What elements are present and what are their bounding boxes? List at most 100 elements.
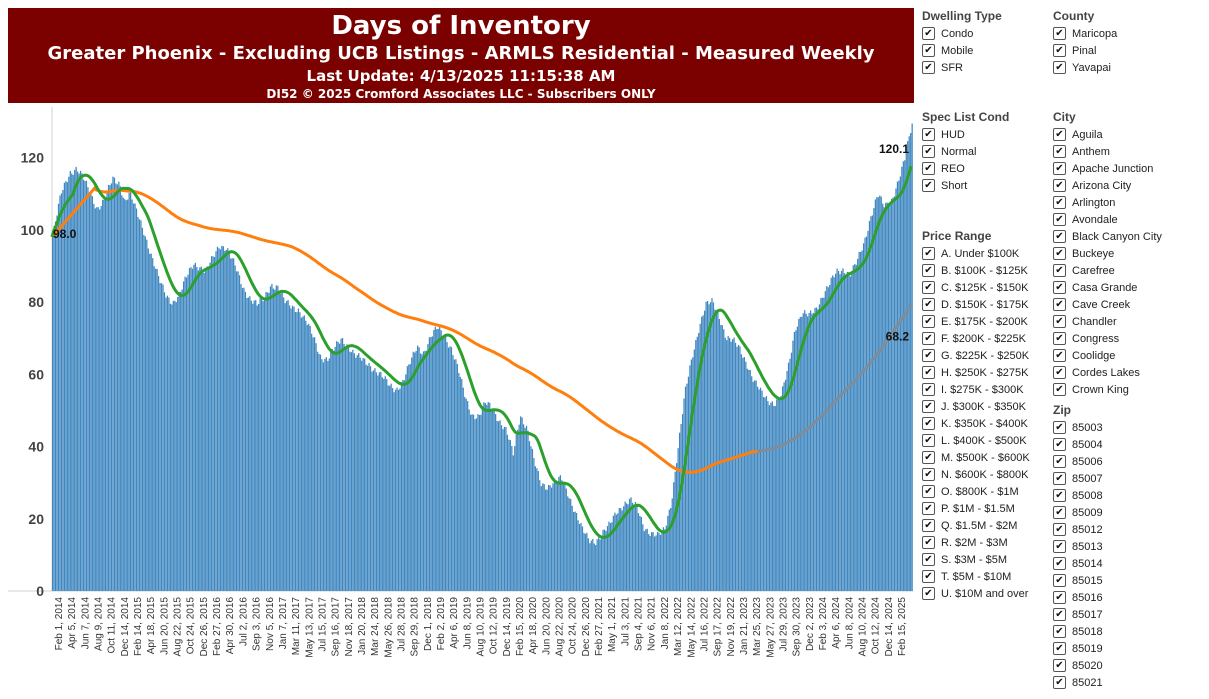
checkbox-checked-icon[interactable]: ✔ [1053, 676, 1066, 689]
filter-option[interactable]: ✔ R. $2M - $3M [922, 534, 1050, 551]
checkbox-checked-icon[interactable]: ✔ [922, 570, 935, 583]
checkbox-checked-icon[interactable]: ✔ [1053, 574, 1066, 587]
filter-option[interactable]: ✔ K. $350K - $400K [922, 415, 1050, 432]
checkbox-checked-icon[interactable]: ✔ [1053, 383, 1066, 396]
checkbox-checked-icon[interactable]: ✔ [1053, 557, 1066, 570]
checkbox-checked-icon[interactable]: ✔ [1053, 196, 1066, 209]
filter-option[interactable]: ✔ Arizona City [1053, 177, 1208, 194]
checkbox-checked-icon[interactable]: ✔ [1053, 421, 1066, 434]
checkbox-checked-icon[interactable]: ✔ [922, 587, 935, 600]
filter-option[interactable]: ✔ 85003 [1053, 419, 1203, 436]
filter-option[interactable]: ✔ Coolidge [1053, 347, 1208, 364]
filter-option[interactable]: ✔ Arlington [1053, 194, 1208, 211]
checkbox-checked-icon[interactable]: ✔ [1053, 145, 1066, 158]
filter-option[interactable]: ✔ SFR [922, 59, 1047, 76]
checkbox-checked-icon[interactable]: ✔ [922, 128, 935, 141]
checkbox-checked-icon[interactable]: ✔ [1053, 349, 1066, 362]
filter-option[interactable]: ✔ A. Under $100K [922, 245, 1050, 262]
checkbox-checked-icon[interactable]: ✔ [922, 553, 935, 566]
filter-option[interactable]: ✔ Apache Junction [1053, 160, 1208, 177]
filter-option[interactable]: ✔ 85021 [1053, 674, 1203, 691]
filter-option[interactable]: ✔ Black Canyon City [1053, 228, 1208, 245]
filter-option[interactable]: ✔ Short [922, 177, 1047, 194]
checkbox-checked-icon[interactable]: ✔ [1053, 179, 1066, 192]
filter-option[interactable]: ✔ H. $250K - $275K [922, 364, 1050, 381]
checkbox-checked-icon[interactable]: ✔ [922, 383, 935, 396]
filter-option[interactable]: ✔ J. $300K - $350K [922, 398, 1050, 415]
checkbox-checked-icon[interactable]: ✔ [922, 162, 935, 175]
checkbox-checked-icon[interactable]: ✔ [922, 179, 935, 192]
checkbox-checked-icon[interactable]: ✔ [1053, 61, 1066, 74]
filter-option[interactable]: ✔ Maricopa [1053, 25, 1203, 42]
checkbox-checked-icon[interactable]: ✔ [922, 400, 935, 413]
checkbox-checked-icon[interactable]: ✔ [1053, 247, 1066, 260]
filter-option[interactable]: ✔ L. $400K - $500K [922, 432, 1050, 449]
filter-option[interactable]: ✔ P. $1M - $1.5M [922, 500, 1050, 517]
filter-option[interactable]: ✔ C. $125K - $150K [922, 279, 1050, 296]
checkbox-checked-icon[interactable]: ✔ [1053, 27, 1066, 40]
filter-option[interactable]: ✔ 85016 [1053, 589, 1203, 606]
filter-option[interactable]: ✔ I. $275K - $300K [922, 381, 1050, 398]
filter-option[interactable]: ✔ Yavapai [1053, 59, 1203, 76]
checkbox-checked-icon[interactable]: ✔ [922, 332, 935, 345]
checkbox-checked-icon[interactable]: ✔ [1053, 523, 1066, 536]
checkbox-checked-icon[interactable]: ✔ [1053, 591, 1066, 604]
checkbox-checked-icon[interactable]: ✔ [1053, 315, 1066, 328]
filter-option[interactable]: ✔ 85013 [1053, 538, 1203, 555]
filter-option[interactable]: ✔ Q. $1.5M - $2M [922, 517, 1050, 534]
checkbox-checked-icon[interactable]: ✔ [922, 264, 935, 277]
filter-option[interactable]: ✔ F. $200K - $225K [922, 330, 1050, 347]
checkbox-checked-icon[interactable]: ✔ [1053, 489, 1066, 502]
filter-option[interactable]: ✔ 85019 [1053, 640, 1203, 657]
filter-option[interactable]: ✔ Aguila [1053, 126, 1208, 143]
filter-option[interactable]: ✔ Casa Grande [1053, 279, 1208, 296]
checkbox-checked-icon[interactable]: ✔ [922, 298, 935, 311]
filter-option[interactable]: ✔ 85017 [1053, 606, 1203, 623]
checkbox-checked-icon[interactable]: ✔ [922, 61, 935, 74]
filter-option[interactable]: ✔ Carefree [1053, 262, 1208, 279]
checkbox-checked-icon[interactable]: ✔ [1053, 472, 1066, 485]
filter-option[interactable]: ✔ Chandler [1053, 313, 1208, 330]
filter-option[interactable]: ✔ U. $10M and over [922, 585, 1050, 602]
checkbox-checked-icon[interactable]: ✔ [922, 417, 935, 430]
checkbox-checked-icon[interactable]: ✔ [922, 519, 935, 532]
filter-option[interactable]: ✔ E. $175K - $200K [922, 313, 1050, 330]
checkbox-checked-icon[interactable]: ✔ [1053, 438, 1066, 451]
filter-option[interactable]: ✔ 85008 [1053, 487, 1203, 504]
checkbox-checked-icon[interactable]: ✔ [922, 315, 935, 328]
filter-option[interactable]: ✔ Buckeye [1053, 245, 1208, 262]
checkbox-checked-icon[interactable]: ✔ [922, 468, 935, 481]
filter-option[interactable]: ✔ N. $600K - $800K [922, 466, 1050, 483]
checkbox-checked-icon[interactable]: ✔ [1053, 625, 1066, 638]
filter-option[interactable]: ✔ M. $500K - $600K [922, 449, 1050, 466]
checkbox-checked-icon[interactable]: ✔ [922, 366, 935, 379]
checkbox-checked-icon[interactable]: ✔ [1053, 128, 1066, 141]
filter-option[interactable]: ✔ S. $3M - $5M [922, 551, 1050, 568]
checkbox-checked-icon[interactable]: ✔ [922, 27, 935, 40]
filter-option[interactable]: ✔ Cordes Lakes [1053, 364, 1208, 381]
filter-option[interactable]: ✔ 85004 [1053, 436, 1203, 453]
checkbox-checked-icon[interactable]: ✔ [1053, 162, 1066, 175]
checkbox-checked-icon[interactable]: ✔ [1053, 540, 1066, 553]
checkbox-checked-icon[interactable]: ✔ [1053, 44, 1066, 57]
checkbox-checked-icon[interactable]: ✔ [922, 281, 935, 294]
checkbox-checked-icon[interactable]: ✔ [1053, 264, 1066, 277]
checkbox-checked-icon[interactable]: ✔ [1053, 332, 1066, 345]
filter-option[interactable]: ✔ REO [922, 160, 1047, 177]
checkbox-checked-icon[interactable]: ✔ [922, 247, 935, 260]
filter-option[interactable]: ✔ 85012 [1053, 521, 1203, 538]
checkbox-checked-icon[interactable]: ✔ [922, 434, 935, 447]
filter-option[interactable]: ✔ Cave Creek [1053, 296, 1208, 313]
filter-option[interactable]: ✔ 85020 [1053, 657, 1203, 674]
filter-option[interactable]: ✔ 85015 [1053, 572, 1203, 589]
filter-option[interactable]: ✔ 85018 [1053, 623, 1203, 640]
checkbox-checked-icon[interactable]: ✔ [1053, 659, 1066, 672]
filter-option[interactable]: ✔ Avondale [1053, 211, 1208, 228]
checkbox-checked-icon[interactable]: ✔ [922, 502, 935, 515]
checkbox-checked-icon[interactable]: ✔ [922, 451, 935, 464]
filter-option[interactable]: ✔ Condo [922, 25, 1047, 42]
checkbox-checked-icon[interactable]: ✔ [1053, 213, 1066, 226]
filter-option[interactable]: ✔ 85009 [1053, 504, 1203, 521]
filter-option[interactable]: ✔ HUD [922, 126, 1047, 143]
filter-option[interactable]: ✔ O. $800K - $1M [922, 483, 1050, 500]
